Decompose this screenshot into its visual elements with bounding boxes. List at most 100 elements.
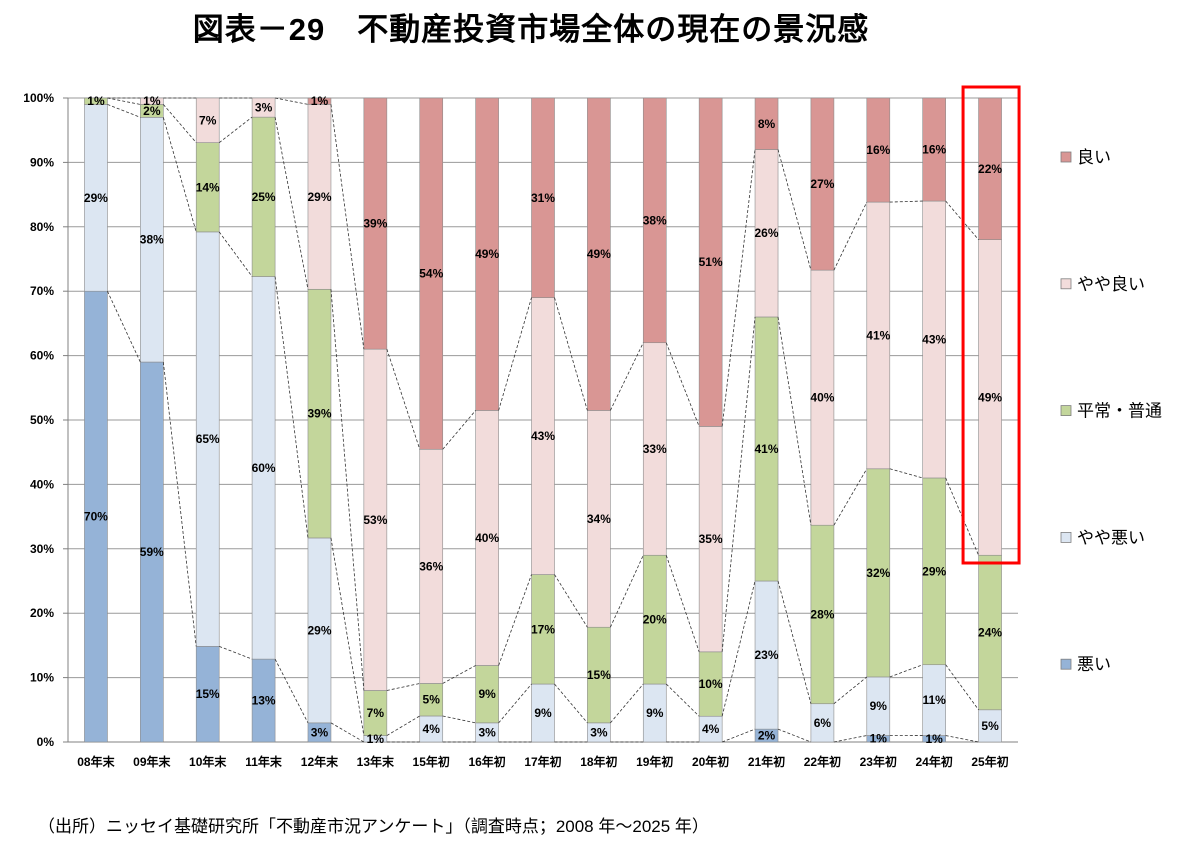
data-label-unit: %	[377, 217, 388, 231]
data-label-unit: %	[94, 94, 105, 108]
data-label-value: 16	[866, 143, 880, 157]
data-label-value: 59	[140, 545, 154, 559]
data-label-s3-c11: 35%	[699, 532, 723, 546]
bar-segment-s4-c7	[475, 97, 499, 411]
data-label-s2-c10: 20%	[643, 613, 667, 627]
series-line-s0-c13	[833, 735, 867, 743]
data-label-s2-c7: 9%	[478, 687, 496, 701]
series-line-s2-c13	[833, 468, 868, 526]
data-label-unit: %	[824, 607, 835, 621]
y-tick-label-6: 60%	[30, 349, 54, 363]
data-label-s2-c1: 2%	[143, 104, 161, 118]
data-label-s0-c1: 59%	[140, 545, 164, 559]
data-label-value: 29	[922, 564, 936, 578]
highlight-box	[961, 85, 1021, 565]
data-label-value: 8	[758, 117, 765, 131]
data-label-s1-c12: 23%	[755, 648, 779, 662]
series-line-s2-c9	[610, 555, 644, 628]
data-label-value: 39	[363, 217, 377, 231]
data-label-unit: %	[544, 191, 555, 205]
x-axis-labels: 08年末 09年末 10年末 11年末 12年末 13年末 15年初 16年初 17年初 18年初…	[77, 754, 1008, 769]
x-tick-label-15: 24年初	[915, 754, 952, 769]
data-label-s3-c5: 53%	[363, 513, 387, 527]
data-label-s1-c16: 5%	[981, 719, 999, 733]
data-label-value: 3	[255, 101, 262, 115]
series-line-s1-c4	[330, 537, 365, 736]
y-tick-label-0: 0%	[37, 735, 55, 749]
data-label-value: 9	[646, 706, 653, 720]
bar-segment-s4-c12	[754, 97, 779, 150]
x-tick-label-6: 15年初	[413, 754, 450, 769]
data-label-s4-c15: 16%	[922, 143, 946, 157]
data-labels: 70%29%1%59%38%2%1%15%65%14%7%13%60%25%3%…	[84, 94, 1002, 746]
x-tick-label-2: 10年末	[189, 754, 227, 769]
data-label-s1-c5: 1%	[367, 732, 385, 746]
data-label-unit: %	[712, 677, 723, 691]
data-label-unit: %	[876, 699, 887, 713]
bar-segment-s4-c10	[642, 97, 667, 344]
data-label-value: 9	[478, 687, 485, 701]
series-line-s1-c1	[162, 117, 197, 233]
data-label-s4-c11: 51%	[699, 255, 723, 269]
series-line-s3-c6	[442, 410, 476, 450]
data-label-value: 29	[84, 191, 98, 205]
data-label-s2-c11: 10%	[699, 677, 723, 691]
data-label-unit: %	[488, 531, 499, 545]
data-label-value: 1	[143, 94, 150, 108]
series-line-s3-c13	[833, 201, 868, 271]
legend-swatch	[1060, 151, 1072, 163]
data-label-unit: %	[544, 429, 555, 443]
x-tick-label-5: 13年末	[357, 754, 395, 769]
data-label-unit: %	[262, 101, 273, 115]
data-label-unit: %	[433, 559, 444, 573]
x-tick-label-8: 17年初	[524, 754, 561, 769]
data-label-unit: %	[321, 623, 332, 637]
data-label-value: 49	[475, 247, 489, 261]
data-label-s2-c13: 28%	[810, 607, 834, 621]
bar-segment-s2-c0	[84, 97, 108, 105]
data-label-unit: %	[153, 233, 164, 247]
series-line-s1-c14	[889, 664, 923, 678]
data-label-value: 26	[755, 226, 769, 240]
data-label-value: 1	[925, 732, 932, 746]
data-label-unit: %	[880, 143, 891, 157]
series-line-s2-c3	[274, 117, 309, 290]
data-label-unit: %	[765, 117, 776, 131]
data-label-s1-c10: 9%	[646, 706, 664, 720]
legend-swatch	[1060, 532, 1072, 543]
data-label-value: 3	[478, 725, 485, 739]
legend-swatch	[1060, 278, 1072, 290]
data-label-unit: %	[656, 213, 667, 227]
data-label-s0-c15: 1%	[925, 732, 943, 746]
series-line-s2-c8	[554, 574, 588, 628]
x-tick-label-9: 18年初	[580, 754, 617, 769]
data-label-s3-c9: 34%	[587, 512, 611, 526]
data-label-s3-c6: 36%	[419, 559, 443, 573]
data-label-unit: %	[373, 732, 384, 746]
data-label-value: 33	[643, 442, 657, 456]
data-label-s2-c16: 24%	[978, 626, 1002, 640]
series-line-s0-c12	[777, 728, 812, 743]
data-label-s4-c7: 49%	[475, 247, 499, 261]
x-tick-label-7: 16年初	[468, 754, 505, 769]
data-label-unit: %	[373, 706, 384, 720]
data-label-s4-c4: 1%	[311, 94, 329, 108]
series-line-s1-c5	[386, 715, 420, 736]
series-line-s2-c14	[889, 468, 923, 479]
data-label-unit: %	[321, 407, 332, 421]
data-label-value: 1	[367, 732, 374, 746]
data-label-s3-c16: 49%	[978, 390, 1002, 404]
data-label-unit: %	[656, 613, 667, 627]
series-line-s1-c0	[107, 104, 141, 118]
data-label-s4-c6: 54%	[419, 267, 443, 281]
data-label-unit: %	[824, 391, 835, 405]
series-line-s3-c5	[386, 349, 421, 450]
data-label-value: 5	[423, 693, 430, 707]
chart-title: 図表－29 不動産投資市場全体の現在の景況感	[192, 12, 870, 47]
data-label-value: 7	[367, 706, 374, 720]
data-label-value: 13	[252, 694, 266, 708]
data-label-unit: %	[600, 668, 611, 682]
data-label-s3-c2: 7%	[199, 113, 217, 127]
data-label-unit: %	[321, 190, 332, 204]
series-line-s3-c9	[610, 342, 644, 411]
